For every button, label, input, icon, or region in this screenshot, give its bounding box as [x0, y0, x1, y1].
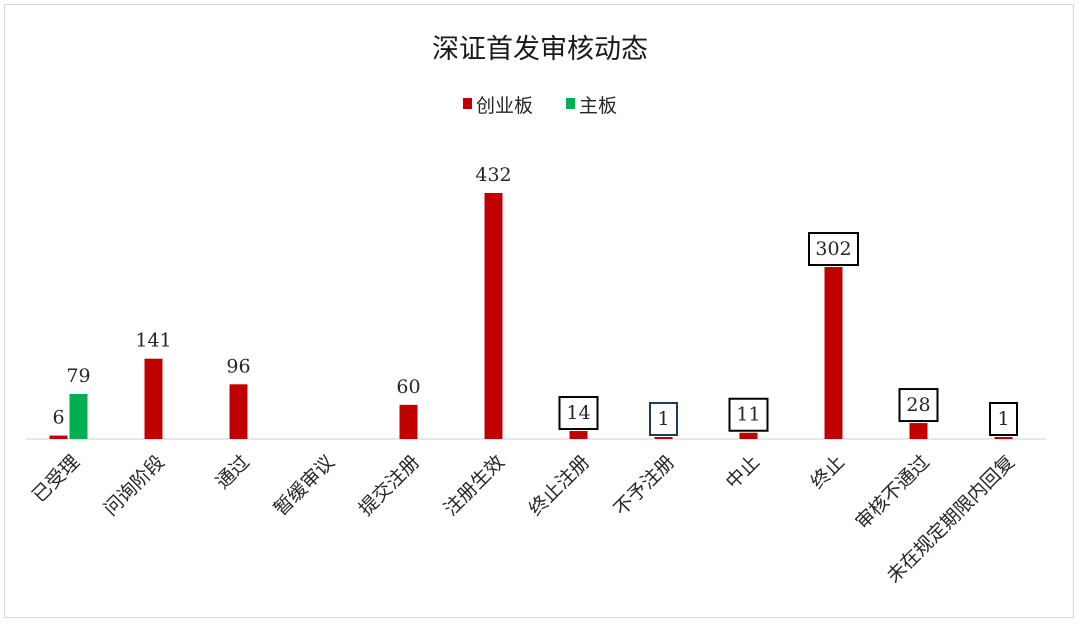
data-label-box — [649, 402, 678, 436]
bar-1-1 — [49, 435, 68, 439]
legend-label-series-1: 创业板 — [476, 95, 533, 117]
category-label-4: 暂缓审议 — [270, 451, 339, 520]
legend-swatch-series-2 — [566, 98, 575, 109]
data-label-1-8: 1 — [657, 408, 669, 430]
category-label-10: 终止 — [807, 451, 849, 493]
bars-group — [49, 193, 1013, 439]
data-label-1-9: 11 — [736, 404, 760, 426]
bar-1-10 — [824, 267, 843, 439]
chart-title: 深证首发审核动态 — [432, 34, 648, 65]
legend-swatch-series-1 — [463, 98, 472, 109]
data-label-box — [898, 388, 939, 423]
data-label-1-5: 60 — [396, 376, 420, 398]
category-labels-group: 已受理 问询阶段 通过 暂缓审议 提交注册 注册生效 终止注册 不予注册 中止 终止 审核不通过未在… — [28, 451, 1019, 587]
bar-1-5 — [399, 404, 418, 439]
data-label-box — [558, 396, 599, 431]
category-label-11: 审核不通过 — [851, 451, 934, 534]
category-label-5: 提交注册 — [355, 451, 424, 520]
bar-1-11 — [909, 423, 928, 439]
bar-2-1 — [69, 394, 88, 439]
category-label-3: 通过 — [212, 451, 254, 493]
bar-1-9 — [739, 432, 758, 439]
data-label-2-1: 79 — [66, 365, 90, 387]
bar-1-12 — [994, 437, 1013, 439]
data-label-1-2: 141 — [135, 330, 171, 352]
data-label-1-1: 6 — [52, 407, 64, 429]
bar-1-8 — [654, 437, 673, 439]
legend-label-series-2: 主板 — [579, 95, 617, 117]
bar-1-6 — [484, 193, 503, 439]
data-label-1-3: 96 — [226, 355, 250, 377]
chart-frame — [4, 4, 1074, 618]
bar-1-2 — [144, 358, 163, 439]
data-label-1-10: 302 — [815, 238, 851, 260]
category-label-9: 中止 — [722, 451, 764, 493]
category-label-8: 不予注册 — [610, 451, 679, 520]
category-label-6: 注册生效 — [440, 451, 509, 520]
data-label-box — [989, 402, 1018, 436]
category-label-2: 问询阶段 — [100, 451, 169, 520]
bar-1-3 — [229, 384, 248, 439]
data-label-1-7: 14 — [566, 402, 590, 424]
data-label-box — [808, 232, 859, 267]
category-label-7: 终止注册 — [525, 451, 594, 520]
bar-1-7 — [569, 431, 588, 439]
legend: 创业板 主板 — [463, 95, 617, 117]
data-label-1-11: 28 — [906, 394, 930, 416]
data-label-box — [728, 397, 769, 432]
data-label-1-6: 432 — [475, 164, 511, 186]
data-label-1-12: 1 — [997, 408, 1009, 430]
category-label-1: 已受理 — [28, 451, 84, 507]
